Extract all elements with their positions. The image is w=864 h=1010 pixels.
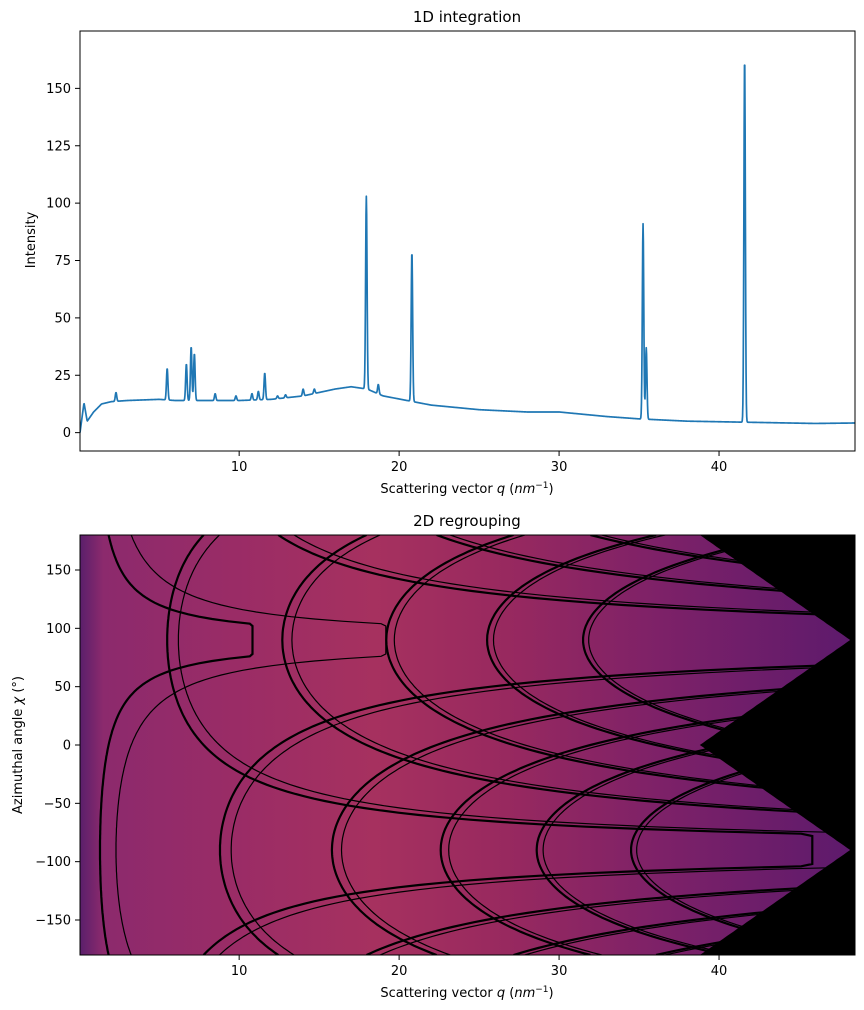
y-tick-label: 100 — [46, 622, 71, 637]
panel-1d-frame — [79, 30, 856, 452]
x-tick-label: 30 — [551, 964, 568, 979]
y-tick-label: 50 — [54, 680, 71, 695]
y-tick-label: 75 — [54, 254, 71, 269]
panel-1d-plot-area — [80, 31, 855, 451]
x-tick-label: 20 — [391, 460, 408, 475]
x-tick-label: 20 — [391, 964, 408, 979]
panel-2d: 2D regrouping 10 20 30 40 150 100 50 0 −50 −100 −1… — [11, 512, 856, 1001]
diffraction-ring — [385, 535, 855, 955]
diffraction-ring — [485, 535, 855, 955]
panel-1d-xlabel: Scattering vector q (nm−1) — [380, 481, 553, 497]
diffraction-ring — [115, 535, 387, 955]
y-tick-label: 150 — [46, 564, 71, 579]
intensity-line — [80, 64, 855, 433]
diffraction-ring — [166, 535, 814, 955]
panel-2d-ylabel: Azimuthal angle χ (°) — [11, 676, 26, 814]
x-tick-label: 40 — [711, 460, 728, 475]
y-tick-label: 0 — [63, 739, 71, 754]
diffraction-ring — [630, 744, 855, 955]
diffraction-ring — [439, 535, 855, 955]
y-tick-label: −100 — [35, 855, 71, 870]
diffraction-ring — [340, 535, 855, 955]
diffraction-ring — [291, 535, 855, 955]
diffraction-ring — [230, 535, 855, 955]
y-tick-label: 50 — [54, 311, 71, 326]
y-tick-label: −50 — [44, 797, 71, 812]
panel-1d-title: 1D integration — [413, 8, 521, 26]
diffraction-ring — [330, 535, 855, 955]
panel-1d-ticks: 10 20 30 40 0 25 50 75 100 125 150 — [46, 82, 727, 475]
panel-2d-xlabel: Scattering vector q (nm−1) — [380, 985, 553, 1001]
diffraction-ring — [448, 535, 855, 955]
x-tick-label: 10 — [231, 964, 248, 979]
diffraction-ring — [218, 535, 855, 955]
panel-2d-title: 2D regrouping — [413, 512, 521, 530]
x-tick-label: 40 — [711, 964, 728, 979]
diffraction-ring — [281, 535, 855, 955]
panel-1d: 1D integration 10 20 30 400255075100125150 … — [24, 8, 856, 497]
y-tick-label: 100 — [46, 197, 71, 212]
x-tick-label: 30 — [551, 460, 568, 475]
diffraction-ring — [98, 535, 254, 955]
panel-2d-ticks: 10 20 30 40 150 100 50 0 −50 −100 −150 — [35, 564, 727, 980]
panel-1d-ylabel: Intensity — [24, 211, 39, 268]
y-tick-label: 150 — [46, 82, 71, 97]
diffraction-ring — [636, 746, 855, 954]
diffraction-ring — [393, 535, 855, 955]
y-tick-label: 125 — [46, 139, 71, 154]
y-tick-label: −150 — [35, 914, 71, 929]
y-tick-label: 0 — [63, 426, 71, 441]
x-tick-label: 10 — [231, 460, 248, 475]
heatmap-rings — [98, 535, 855, 955]
heatmap-detector-gap — [699, 535, 855, 955]
y-tick-label: 25 — [54, 369, 71, 384]
diffraction-ring — [492, 535, 855, 955]
